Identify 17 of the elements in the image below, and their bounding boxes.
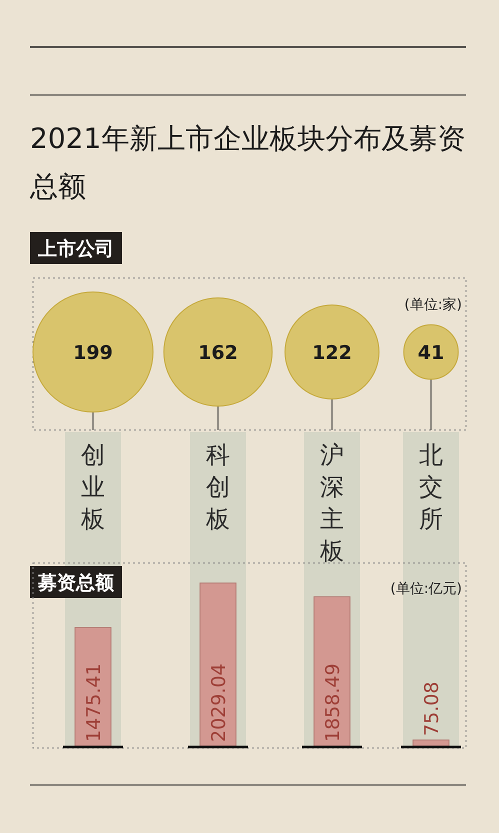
data-label: 122 — [312, 342, 352, 364]
data-label: 1475.41 — [83, 663, 105, 742]
text: (单位:家) — [404, 297, 462, 313]
category-label: 北交所 — [419, 441, 443, 533]
category-label: 创业板 — [80, 441, 105, 533]
text: 上市公司 — [37, 238, 114, 260]
text: 2021年新上市企业板块分布及募资总额 — [29, 122, 466, 203]
category-label: 科创板 — [205, 441, 230, 533]
category-label: 沪深主板 — [319, 441, 344, 565]
data-label: 199 — [73, 342, 113, 364]
annotation: (单位:亿元) — [390, 581, 462, 597]
data-label: 75.08 — [421, 682, 443, 736]
data-label: 162 — [198, 342, 238, 364]
data-label: 1858.49 — [322, 663, 344, 742]
chart-title: 募资总额 — [37, 572, 115, 594]
data-label: 2029.04 — [208, 663, 230, 742]
data-label: 41 — [418, 342, 444, 364]
